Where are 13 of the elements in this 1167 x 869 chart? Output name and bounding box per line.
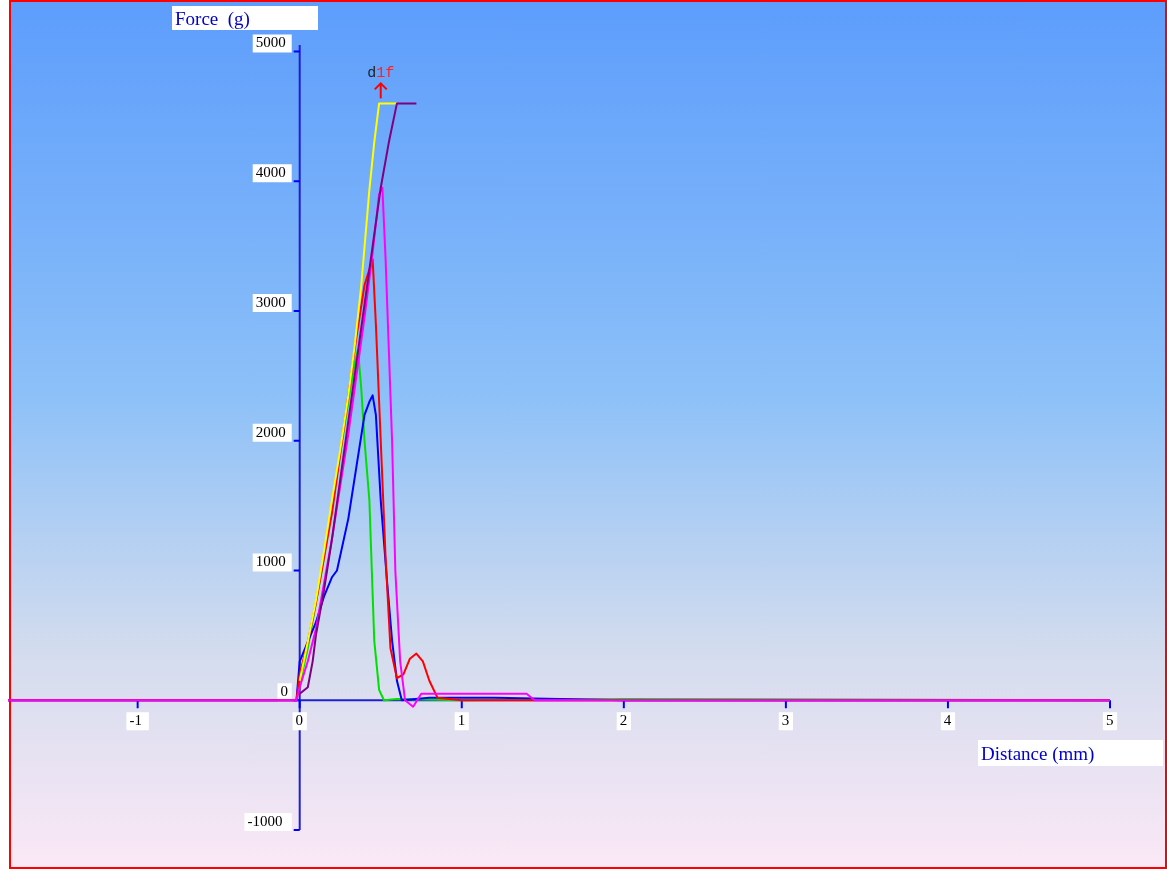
x-tick-label: -1 xyxy=(129,712,142,729)
y-tick-label: 0 xyxy=(280,683,288,700)
y-tick-label: 5000 xyxy=(255,34,286,51)
y-tick-label: 4000 xyxy=(255,164,286,181)
y-axis-title: Force (g) xyxy=(175,8,250,30)
x-tick-label: 5 xyxy=(1105,712,1114,729)
y-tick-label: 2000 xyxy=(255,423,286,440)
y-tick-label: 3000 xyxy=(255,293,286,310)
y-tick-label: 1000 xyxy=(255,553,286,570)
x-tick-label: 4 xyxy=(943,712,952,729)
y-tick-label: -1000 xyxy=(247,813,283,829)
annotation: d1f xyxy=(367,65,395,83)
x-axis-title: Distance (mm) xyxy=(981,743,1095,765)
